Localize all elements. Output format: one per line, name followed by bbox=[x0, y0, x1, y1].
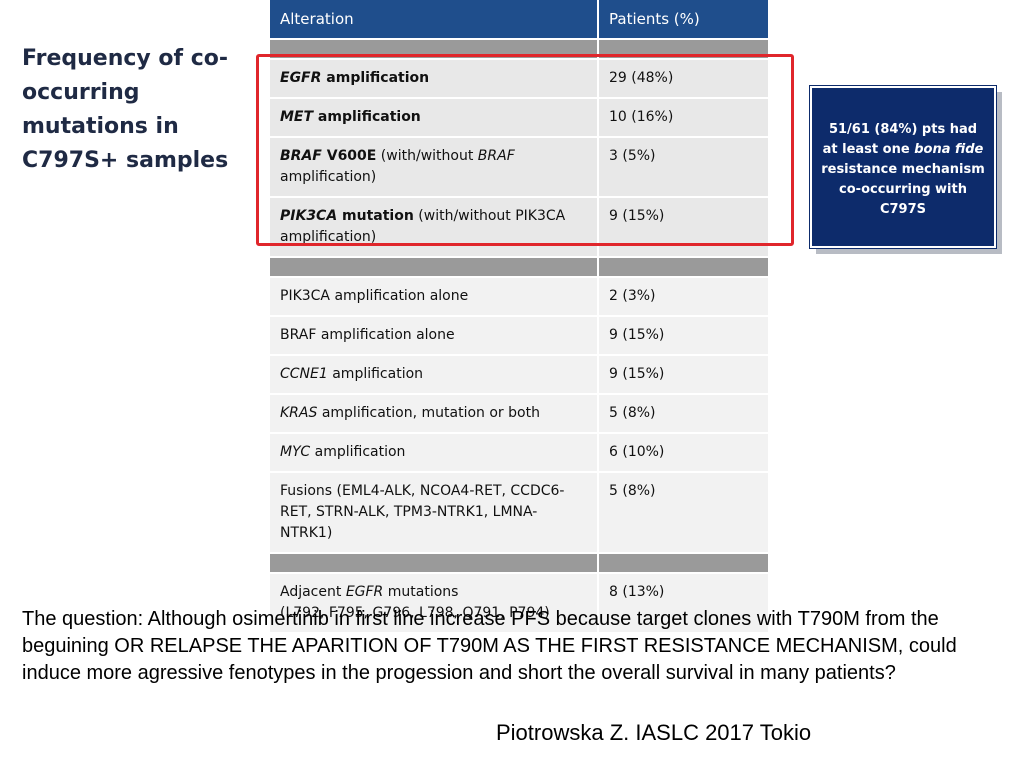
alteration-cell: BRAF V600E (with/without BRAF amplificat… bbox=[270, 137, 599, 198]
table-row: EGFR amplification 29 (48%) bbox=[270, 59, 768, 99]
gene-name: MET bbox=[280, 109, 314, 125]
table-row: MET amplification 10 (16%) bbox=[270, 98, 768, 138]
gene-name: KRAS bbox=[280, 405, 318, 421]
callout-emphasis: bona fide bbox=[914, 142, 984, 157]
patients-cell: 6 (10%) bbox=[598, 433, 768, 473]
alteration-text: (with/without PIK3CA amplification) bbox=[280, 208, 566, 245]
patients-cell: 9 (15%) bbox=[598, 197, 768, 258]
callout-box: 51/61 (84%) pts had at least one bona fi… bbox=[809, 85, 997, 249]
table-row: CCNE1 amplification 9 (15%) bbox=[270, 355, 768, 395]
alteration-text: Adjacent bbox=[280, 584, 346, 600]
citation: Piotrowska Z. IASLC 2017 Tokio bbox=[496, 720, 812, 745]
table-separator bbox=[270, 257, 768, 278]
gene-name: EGFR bbox=[280, 70, 322, 86]
table-row: MYC amplification 6 (10%) bbox=[270, 433, 768, 473]
gene-name: BRAF bbox=[280, 148, 322, 164]
table-row: KRAS amplification, mutation or both 5 (… bbox=[270, 394, 768, 434]
patients-cell: 5 (8%) bbox=[598, 394, 768, 434]
callout-text: 51/61 (84%) pts had at least one bbox=[822, 122, 978, 157]
alteration-cell: MYC amplification bbox=[270, 433, 599, 473]
gene-name: PIK3CA bbox=[280, 208, 338, 224]
alteration-cell: CCNE1 amplification bbox=[270, 355, 599, 395]
alteration-text: mutations bbox=[383, 584, 459, 600]
question-text: The question: Although osimertinib in fi… bbox=[22, 608, 957, 684]
table-row: BRAF V600E (with/without BRAF amplificat… bbox=[270, 137, 768, 198]
gene-name: EGFR bbox=[345, 584, 384, 600]
alteration-text: mutation bbox=[337, 208, 414, 224]
table-row: Fusions (EML4-ALK, NCOA4-RET, CCDC6-RET,… bbox=[270, 472, 768, 554]
alteration-text: (with/without bbox=[376, 148, 478, 164]
gene-name: CCNE1 bbox=[280, 366, 328, 382]
table-row: BRAF amplification alone 9 (15%) bbox=[270, 316, 768, 356]
header-alteration: Alteration bbox=[270, 0, 599, 40]
alteration-text: V600E bbox=[321, 148, 377, 164]
alteration-cell: EGFR amplification bbox=[270, 59, 599, 99]
alteration-cell: KRAS amplification, mutation or both bbox=[270, 394, 599, 434]
alteration-text: amplification bbox=[327, 366, 424, 382]
alteration-cell: PIK3CA amplification alone bbox=[270, 277, 599, 317]
patients-cell: 8 (13%) bbox=[598, 573, 768, 634]
alteration-text: amplification, mutation or both bbox=[317, 405, 540, 421]
table-separator bbox=[270, 39, 768, 60]
patients-cell: 9 (15%) bbox=[598, 355, 768, 395]
patients-cell: 5 (8%) bbox=[598, 472, 768, 554]
patients-cell: 9 (15%) bbox=[598, 316, 768, 356]
alteration-subtext: (L792, F795, G796, L798, Q791, P794) bbox=[280, 605, 550, 621]
alteration-cell: MET amplification bbox=[270, 98, 599, 138]
alteration-cell: PIK3CA mutation (with/without PIK3CA amp… bbox=[270, 197, 599, 258]
table-row: PIK3CA mutation (with/without PIK3CA amp… bbox=[270, 197, 768, 258]
alteration-text: amplification bbox=[310, 444, 406, 460]
table-header-row: Alteration Patients (%) bbox=[270, 0, 768, 40]
patients-cell: 2 (3%) bbox=[598, 277, 768, 317]
patients-cell: 10 (16%) bbox=[598, 98, 768, 138]
header-patients: Patients (%) bbox=[598, 0, 768, 40]
gene-name: BRAF bbox=[477, 148, 515, 164]
table-row: PIK3CA amplification alone 2 (3%) bbox=[270, 277, 768, 317]
alterations-table: Alteration Patients (%) EGFR amplificati… bbox=[270, 0, 768, 634]
alteration-cell: BRAF amplification alone bbox=[270, 316, 599, 356]
patients-cell: 29 (48%) bbox=[598, 59, 768, 99]
patients-cell: 3 (5%) bbox=[598, 137, 768, 198]
gene-name: MYC bbox=[280, 444, 311, 460]
callout-text: resistance mechanism co-occurring with C… bbox=[821, 162, 985, 217]
alteration-text: amplification bbox=[321, 70, 430, 86]
slide-title: Frequency of co-occurring mutations in C… bbox=[22, 46, 229, 173]
table-separator bbox=[270, 553, 768, 574]
alteration-text: amplification bbox=[313, 109, 421, 125]
alteration-cell: Adjacent EGFR mutations (L792, F795, G796… bbox=[270, 573, 599, 634]
table-row: Adjacent EGFR mutations (L792, F795, G796… bbox=[270, 573, 768, 634]
alteration-text: amplification) bbox=[280, 169, 377, 185]
alteration-cell: Fusions (EML4-ALK, NCOA4-RET, CCDC6-RET,… bbox=[270, 472, 599, 554]
